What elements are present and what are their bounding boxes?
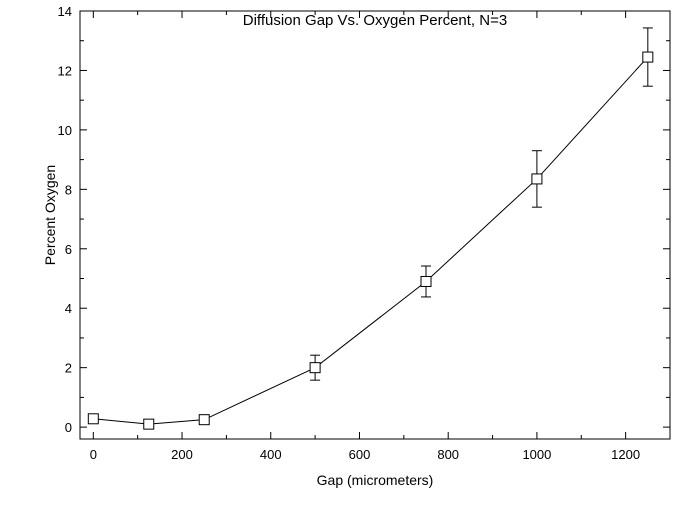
- y-tick-label: 4: [65, 301, 72, 316]
- y-tick-label: 8: [65, 182, 72, 197]
- data-point: [309, 362, 321, 374]
- data-point: [143, 418, 155, 430]
- y-tick-label: 14: [58, 4, 72, 19]
- chart-title: Diffusion Gap Vs. Oxygen Percent, N=3: [243, 12, 507, 29]
- y-tick-label: 6: [65, 242, 72, 257]
- data-point: [531, 173, 543, 185]
- x-tick-label: 1000: [522, 447, 551, 462]
- x-tick-label: 1200: [611, 447, 640, 462]
- data-point: [198, 414, 210, 426]
- x-tick-label: 600: [349, 447, 371, 462]
- y-axis-label: Percent Oxygen: [42, 165, 58, 265]
- plot-frame: [79, 10, 671, 440]
- data-point: [87, 413, 99, 425]
- data-point: [642, 51, 654, 63]
- x-tick-label: 400: [260, 447, 282, 462]
- y-tick-label: 10: [58, 123, 72, 138]
- x-axis-label: Gap (micrometers): [317, 472, 434, 488]
- y-tick-label: 12: [58, 63, 72, 78]
- x-tick-label: 800: [437, 447, 459, 462]
- x-tick-label: 200: [171, 447, 193, 462]
- series-layer: [87, 27, 654, 430]
- y-tick-label: 0: [65, 420, 72, 435]
- series-line: [93, 56, 649, 425]
- ticks: 0 200 400 600 800 1000 1200 0 2 4 6 8 10 12 14: [58, 4, 670, 462]
- y-tick-label: 2: [65, 361, 72, 376]
- data-point: [420, 275, 432, 287]
- x-tick-label: 0: [90, 447, 97, 462]
